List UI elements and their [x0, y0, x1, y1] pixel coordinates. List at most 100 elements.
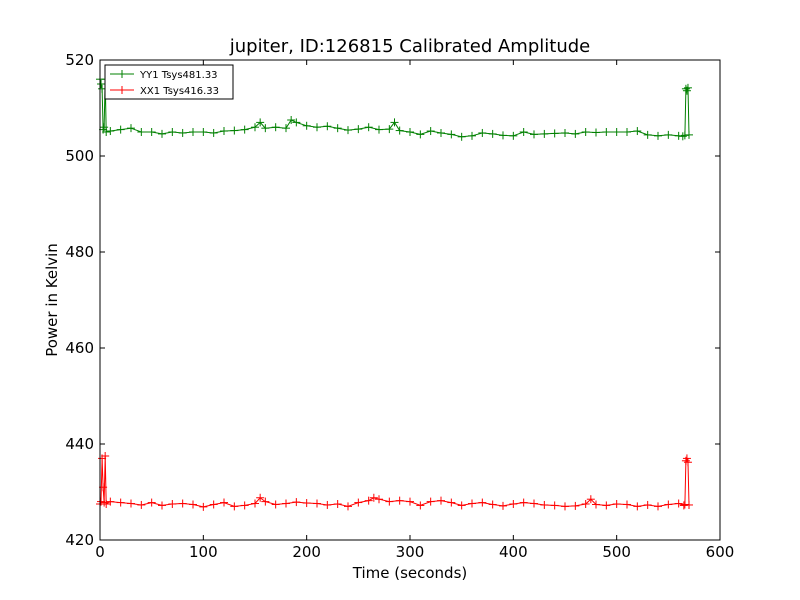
data-point-1	[158, 501, 166, 510]
data-point-1	[199, 502, 208, 511]
data-point-0	[426, 127, 435, 136]
data-point-1	[240, 501, 249, 510]
y-axis-label: Power in Kelvin	[43, 243, 61, 357]
data-point-1	[561, 502, 569, 511]
data-point-1	[643, 500, 652, 509]
data-point-1	[623, 500, 631, 509]
data-point-0	[540, 129, 549, 138]
data-point-0	[220, 127, 228, 136]
x-tick-label: 100	[189, 543, 218, 561]
data-point-1	[292, 498, 301, 507]
data-point-1	[571, 501, 580, 510]
data-point-1	[282, 499, 290, 508]
data-point-1	[116, 498, 125, 507]
legend-items: YY1 Tsys481.33 XX1 Tsys416.33	[110, 70, 219, 97]
legend-item-1: XX1 Tsys416.33	[110, 86, 219, 97]
data-point-1	[447, 498, 456, 507]
data-point-0	[302, 121, 311, 130]
data-point-0	[344, 126, 352, 135]
data-point-1	[674, 499, 683, 508]
x-tick-label: 200	[292, 543, 321, 561]
x-tick-label: 300	[396, 543, 425, 561]
data-point-1	[271, 500, 280, 509]
legend: YY1 Tsys481.33 XX1 Tsys416.33	[104, 64, 234, 100]
plot-frame	[99, 59, 721, 541]
data-point-0	[561, 128, 569, 137]
data-point-1	[323, 500, 332, 509]
data-point-1	[385, 497, 394, 506]
data-point-0	[612, 128, 621, 136]
data-point-0	[137, 128, 146, 136]
data-point-0	[256, 118, 265, 127]
data-point-0	[406, 128, 414, 136]
data-point-0	[100, 123, 109, 132]
y-tick-label: 440	[65, 435, 94, 453]
data-point-0	[147, 128, 156, 136]
data-point-1	[369, 493, 378, 502]
data-point-1	[137, 500, 146, 509]
y-tick-label: 420	[65, 531, 94, 549]
data-point-0	[189, 128, 197, 136]
data-point-0	[416, 130, 425, 139]
data-point-0	[681, 84, 690, 93]
data-point-0	[158, 129, 166, 138]
data-point-1	[468, 499, 476, 508]
data-point-0	[116, 125, 125, 134]
data-point-1	[127, 499, 135, 508]
data-point-1	[633, 502, 642, 511]
y-tick-label: 520	[65, 51, 94, 69]
x-axis-label: Time (seconds)	[352, 564, 468, 582]
data-point-1	[406, 497, 414, 506]
data-point-1	[488, 500, 497, 509]
legend-box	[104, 64, 234, 100]
x-tick-label: 600	[706, 543, 735, 561]
data-point-1	[256, 493, 265, 502]
legend-label: XX1 Tsys416.33	[140, 86, 219, 97]
data-point-1	[540, 500, 549, 509]
data-point-1	[592, 500, 600, 509]
data-point-1	[457, 501, 466, 510]
data-point-1	[220, 498, 228, 507]
data-point-0	[168, 128, 177, 136]
data-point-0	[97, 80, 106, 88]
data-point-1	[550, 501, 559, 510]
data-point-0	[447, 130, 456, 139]
data-point-1	[100, 498, 109, 507]
data-point-0	[395, 126, 404, 135]
data-point-0	[178, 128, 187, 137]
data-point-1	[168, 500, 177, 508]
data-point-1	[106, 497, 115, 506]
data-point-0	[468, 131, 476, 140]
data-point-0	[488, 129, 497, 138]
data-point-1	[333, 500, 342, 508]
data-point-0	[209, 128, 218, 137]
data-point-1	[344, 502, 352, 511]
data-point-1	[209, 500, 218, 509]
data-point-1	[189, 500, 197, 509]
data-point-1	[416, 501, 425, 510]
data-point-1	[519, 498, 528, 507]
y-tick-label: 460	[65, 339, 94, 357]
data-point-0	[292, 118, 301, 127]
legend-label: YY1 Tsys481.33	[139, 70, 218, 81]
tick-layer: 0 100 200 300 400 500 600 420 440 460 480 500 520	[65, 51, 734, 561]
data-point-1	[354, 498, 363, 507]
x-tick-label: 500	[602, 543, 631, 561]
data-point-0	[102, 128, 111, 136]
data-point-0	[261, 124, 270, 133]
data-point-0	[519, 128, 528, 136]
data-point-0	[457, 132, 466, 141]
data-point-0	[240, 125, 249, 134]
data-point-1	[426, 497, 435, 506]
data-point-0	[581, 128, 590, 136]
data-point-0	[550, 129, 559, 138]
data-point-0	[685, 130, 693, 139]
data-point-1	[251, 499, 259, 508]
data-point-1	[375, 495, 383, 504]
data-point-1	[261, 497, 270, 506]
series-line-1	[99, 455, 690, 508]
data-point-0	[592, 128, 600, 137]
data-point-0	[385, 125, 394, 134]
data-point-1	[178, 499, 187, 508]
data-point-0	[437, 128, 445, 137]
